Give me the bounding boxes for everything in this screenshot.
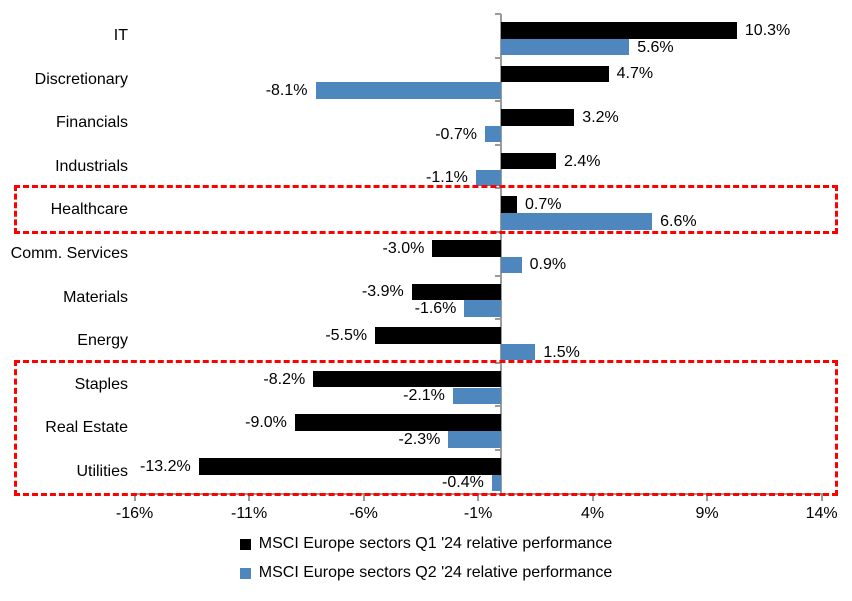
bar-q1-1 (501, 65, 609, 83)
value-label: -5.5% (325, 326, 368, 344)
legend-label-q2: MSCI Europe sectors Q2 '24 relative perf… (258, 564, 613, 581)
value-label: 10.3% (744, 21, 791, 39)
bar-q1-0 (501, 22, 737, 39)
bar-q1-7 (375, 327, 501, 344)
value-label: -2.1% (403, 387, 445, 405)
category-tick (495, 361, 501, 364)
x-tick (820, 492, 823, 501)
category-tick (495, 449, 501, 451)
legend-item-q2: MSCI Europe sectors Q2 '24 relative perf… (239, 563, 613, 583)
value-label: 3.2% (582, 109, 619, 126)
category-label: Comm. Services (10, 245, 128, 262)
x-tick-label: 4% (581, 504, 605, 522)
category-label: Staples (74, 375, 128, 393)
value-label: 6.6% (660, 212, 697, 230)
legend-item-q1: MSCI Europe sectors Q1 '24 relative perf… (239, 534, 613, 554)
value-label: 2.4% (564, 152, 601, 170)
bar-q2-3 (475, 169, 501, 186)
value-label: 0.7% (525, 196, 562, 214)
legend-swatch-q1-icon (239, 538, 251, 550)
value-label: 0.9% (529, 256, 567, 274)
highlight-box (14, 359, 838, 496)
value-label: 1.5% (543, 343, 580, 361)
category-tick (495, 13, 501, 15)
legend: MSCI Europe sectors Q1 '24 relative perf… (0, 534, 852, 583)
value-label: -0.7% (435, 125, 477, 143)
bar-q2-7 (501, 343, 536, 361)
value-label: -3.0% (382, 239, 425, 257)
bar-q1-10 (198, 458, 501, 475)
category-tick (495, 143, 501, 146)
x-tick-label: 9% (695, 504, 719, 522)
x-tick-label: -11% (231, 504, 268, 522)
bar-q1-4 (501, 196, 517, 213)
x-tick (591, 492, 594, 501)
bar-q2-10 (491, 474, 501, 492)
y-axis-line (500, 14, 502, 494)
bar-q1-5 (432, 240, 501, 257)
bar-q2-0 (501, 38, 630, 56)
category-label: Healthcare (50, 201, 128, 219)
bar-q2-1 (315, 82, 501, 99)
category-tick (495, 274, 501, 277)
value-label: -8.2% (263, 370, 306, 388)
bar-q2-6 (464, 300, 501, 317)
legend-swatch-q2-icon (239, 567, 251, 579)
value-label: -1.6% (414, 300, 457, 318)
highlight-box (14, 185, 838, 234)
value-label: -8.1% (265, 82, 308, 99)
bar-q1-8 (313, 370, 501, 388)
x-tick (133, 492, 136, 501)
category-label: Utilities (76, 463, 128, 480)
x-tick-label: -16% (115, 504, 154, 522)
x-tick (248, 492, 251, 501)
value-label: -0.4% (442, 474, 484, 492)
x-tick (477, 492, 480, 501)
category-tick (495, 187, 501, 190)
value-label: 4.7% (616, 65, 654, 83)
bar-q1-3 (501, 152, 556, 170)
category-tick (495, 100, 501, 103)
category-label: Discretionary (34, 70, 128, 88)
category-tick (495, 405, 501, 408)
bar-q2-4 (501, 213, 653, 230)
bar-q2-9 (448, 431, 501, 448)
value-label: 5.6% (637, 38, 674, 56)
legend-label-q1: MSCI Europe sectors Q1 '24 relative perf… (258, 535, 613, 552)
bar-q1-6 (411, 283, 501, 301)
x-tick-label: -1% (463, 504, 493, 522)
category-label: Real Estate (45, 419, 128, 437)
x-tick (706, 492, 709, 501)
category-label: Materials (63, 288, 128, 306)
bar-q2-2 (485, 125, 501, 143)
bar-q2-8 (452, 387, 501, 404)
x-tick-label: -6% (349, 504, 378, 522)
bar-q2-5 (501, 256, 522, 274)
category-label: IT (113, 27, 128, 44)
category-label: Financials (55, 114, 128, 132)
category-tick (495, 318, 501, 321)
category-label: Industrials (55, 157, 128, 175)
bar-q1-2 (501, 109, 575, 126)
value-label: -1.1% (426, 169, 468, 187)
value-label: -9.0% (245, 414, 287, 432)
category-tick (495, 56, 501, 59)
category-label: Energy (77, 332, 128, 350)
x-tick-label: 14% (805, 504, 838, 522)
value-label: -13.2% (140, 457, 191, 475)
bar-q1-9 (294, 414, 501, 431)
value-label: -3.9% (361, 283, 404, 301)
x-tick (362, 492, 365, 501)
value-label: -2.3% (398, 430, 441, 448)
